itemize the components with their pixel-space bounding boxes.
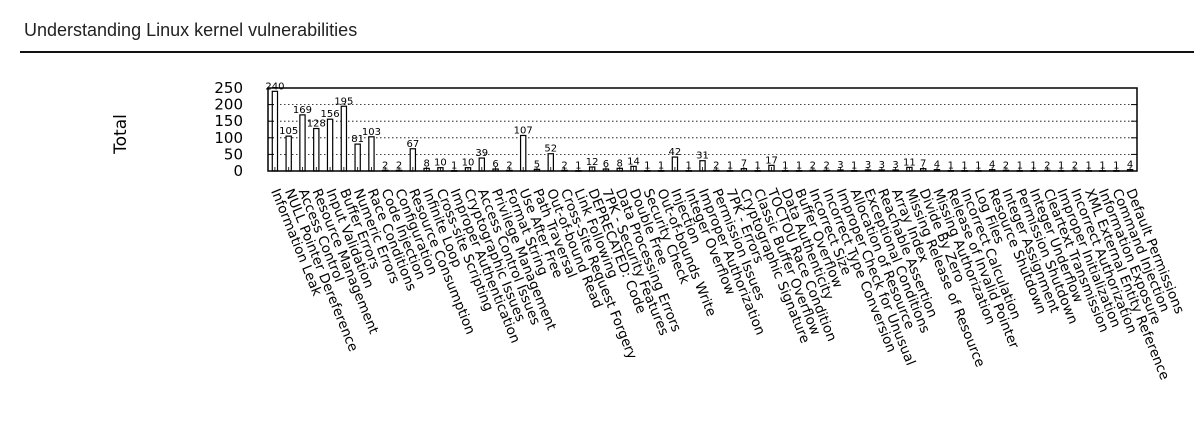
bar-value-label: 7 bbox=[741, 159, 747, 170]
bar-value-label: 3 bbox=[879, 160, 885, 171]
bar-value-label: 1 bbox=[1086, 161, 1092, 172]
bar bbox=[285, 135, 292, 172]
bar-value-label: 2 bbox=[1003, 160, 1009, 171]
bar-value-label: 2 bbox=[396, 160, 402, 171]
bar-value-label: 1 bbox=[727, 161, 733, 172]
bar-value-label: 4 bbox=[934, 160, 940, 171]
bar bbox=[299, 114, 306, 172]
grid-lines bbox=[268, 104, 1137, 155]
bar-value-label: 39 bbox=[475, 148, 488, 159]
bar-value-label: 5 bbox=[534, 159, 540, 170]
bar-value-label: 2 bbox=[506, 160, 512, 171]
bar bbox=[271, 90, 279, 172]
bar-value-label: 1 bbox=[782, 161, 788, 172]
bar-value-label: 169 bbox=[293, 105, 312, 116]
bar-value-label: 105 bbox=[279, 126, 298, 137]
bar-value-label: 1 bbox=[686, 161, 692, 172]
bar bbox=[326, 118, 334, 172]
bar-value-label: 31 bbox=[696, 151, 709, 162]
bar-value-label: 1 bbox=[1113, 161, 1119, 172]
bar-value-label: 7 bbox=[920, 159, 926, 170]
bar bbox=[340, 105, 348, 172]
bar-value-label: 67 bbox=[406, 139, 419, 150]
y-tick-label: 200 bbox=[214, 96, 243, 114]
bar-value-label: 2 bbox=[713, 160, 719, 171]
bar-value-label: 2 bbox=[823, 160, 829, 171]
bar-value-label: 1 bbox=[1058, 161, 1064, 172]
y-axis-label: Total bbox=[111, 114, 131, 155]
bar-value-label: 1 bbox=[796, 161, 802, 172]
y-tick-label: 50 bbox=[224, 145, 243, 163]
bar-value-label: 42 bbox=[669, 147, 682, 158]
bar-value-label: 1 bbox=[451, 161, 457, 172]
bar-value-label: 14 bbox=[627, 156, 640, 167]
y-tick-label: 0 bbox=[233, 162, 243, 180]
bar bbox=[368, 136, 375, 172]
bar-value-label: 1 bbox=[754, 161, 760, 172]
bar-value-label: 103 bbox=[362, 127, 381, 138]
bar-value-label: 156 bbox=[321, 109, 340, 120]
bar-value-label: 1 bbox=[644, 161, 650, 172]
bar bbox=[313, 127, 320, 172]
bar-value-label: 2 bbox=[382, 160, 388, 171]
bar bbox=[354, 143, 361, 172]
bar-value-label: 10 bbox=[462, 158, 475, 169]
bar-value-label: 81 bbox=[351, 134, 364, 145]
bar-value-label: 12 bbox=[586, 157, 599, 168]
bar bbox=[519, 134, 527, 172]
bar-value-label: 2 bbox=[1044, 160, 1050, 171]
bar-value-label: 6 bbox=[492, 159, 498, 170]
page-title: Understanding Linux kernel vulnerabiliti… bbox=[24, 20, 358, 40]
bar-value-label: 1 bbox=[948, 161, 954, 172]
bar-value-label: 52 bbox=[544, 144, 557, 155]
bar-value-label: 1 bbox=[658, 161, 664, 172]
title-divider bbox=[20, 51, 1194, 53]
bar-value-label: 4 bbox=[989, 160, 995, 171]
bar-value-label: 1 bbox=[1099, 161, 1105, 172]
bar-value-label: 17 bbox=[765, 155, 778, 166]
bar-value-label: 3 bbox=[865, 160, 871, 171]
y-tick-label: 150 bbox=[214, 112, 243, 130]
bar-value-label: 1 bbox=[1030, 161, 1036, 172]
bar-value-label: 2 bbox=[1072, 160, 1078, 171]
y-tick-label: 250 bbox=[214, 79, 243, 97]
y-tick-label: 100 bbox=[214, 129, 243, 147]
bar-value-label: 6 bbox=[603, 159, 609, 170]
bar-value-label: 1 bbox=[851, 161, 857, 172]
bar-value-label: 4 bbox=[1127, 160, 1133, 171]
bar-value-label: 1 bbox=[975, 161, 981, 172]
bar-value-label: 240 bbox=[265, 81, 284, 92]
bar-value-label: 195 bbox=[334, 96, 353, 107]
bar-value-label: 1 bbox=[575, 161, 581, 172]
bar-value-label: 1 bbox=[961, 161, 967, 172]
bar-value-label: 10 bbox=[434, 158, 447, 169]
bar-value-label: 8 bbox=[423, 158, 429, 169]
bar-value-label: 128 bbox=[307, 119, 326, 130]
bar-value-label: 8 bbox=[617, 158, 623, 169]
bar-value-label: 107 bbox=[514, 125, 533, 136]
bar-value-label: 3 bbox=[837, 160, 843, 171]
bar-value-label: 2 bbox=[561, 160, 567, 171]
bar-value-label: 2 bbox=[810, 160, 816, 171]
bar-value-label: 3 bbox=[892, 160, 898, 171]
bar-value-label: 1 bbox=[1017, 161, 1023, 172]
bar-value-label: 11 bbox=[903, 157, 916, 168]
